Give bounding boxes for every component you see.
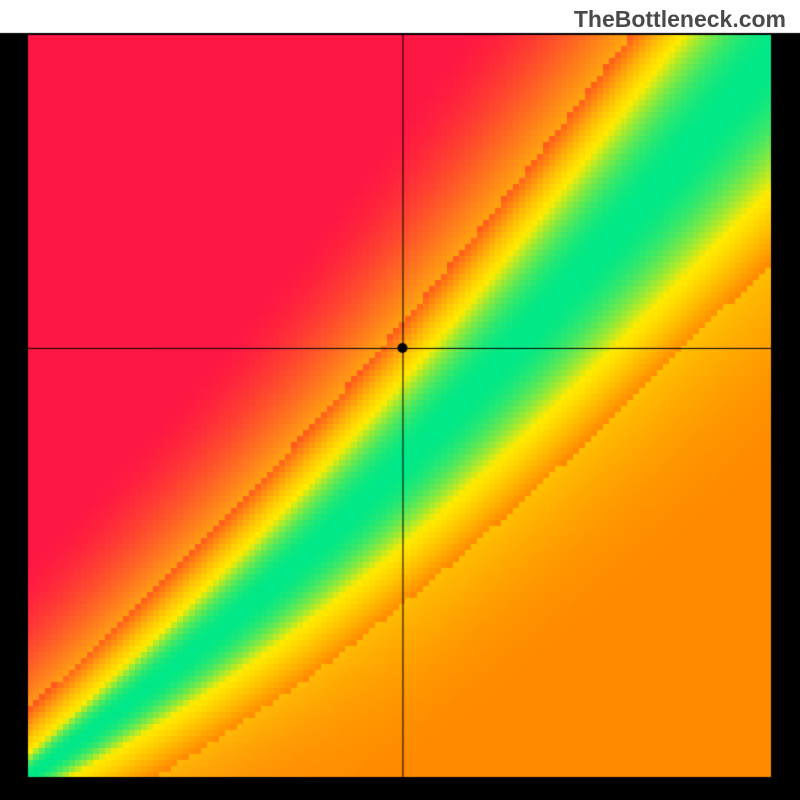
heatmap-canvas <box>0 0 800 800</box>
watermark-text: TheBottleneck.com <box>574 6 786 33</box>
